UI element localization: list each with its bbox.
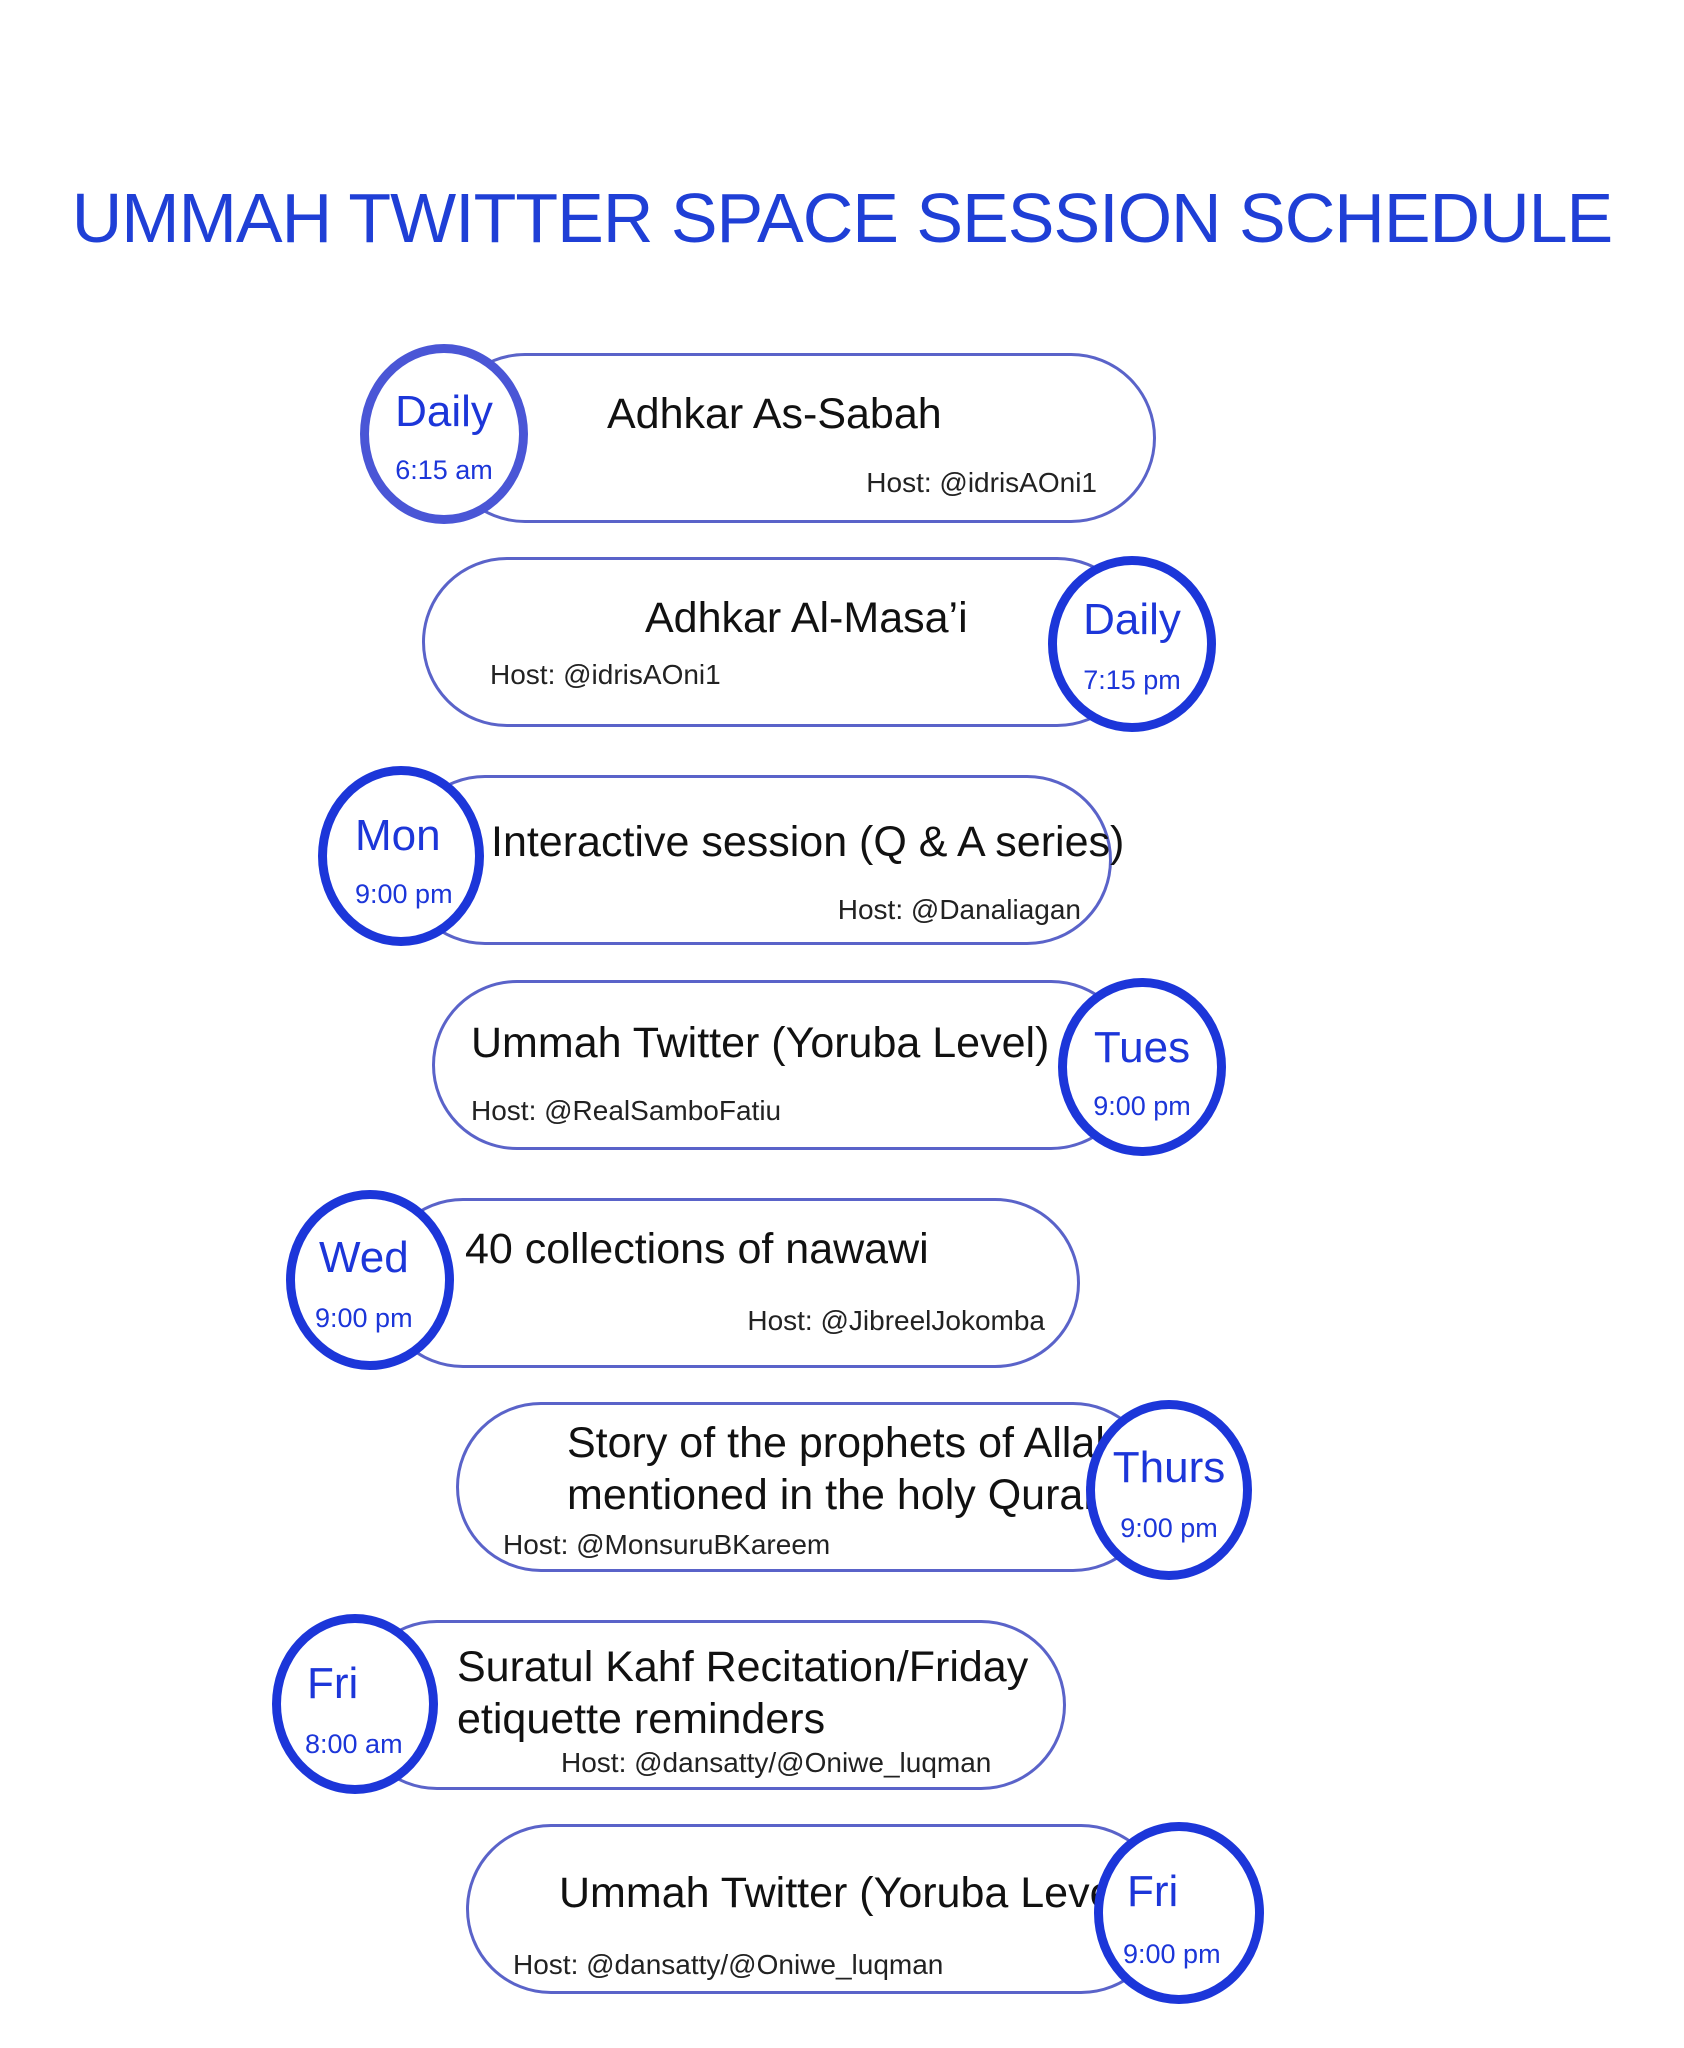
session-host: Host: @JibreelJokomba [747, 1305, 1045, 1336]
day-label: Mon [355, 811, 441, 860]
day-time-badge: Fri 9:00 pm [1094, 1822, 1264, 2004]
day-label: Daily [1083, 595, 1181, 644]
day-time-badge: Daily 7:15 pm [1048, 556, 1216, 732]
day-label: Tues [1093, 1023, 1191, 1072]
session-card-wed[interactable]: 40 collections of nawawi Host: @JibreelJ… [378, 1198, 1080, 1368]
session-card-daily-evening[interactable]: Adhkar Al-Masa’i Host: @idrisAOni1 [422, 557, 1142, 727]
day-label: Daily [395, 387, 493, 436]
session-card-fri-morning[interactable]: Suratul Kahf Recitation/Friday etiquette… [352, 1620, 1066, 1790]
day-time-badge: Daily 6:15 am [360, 344, 528, 524]
day-time-badge: Thurs 9:00 pm [1086, 1400, 1252, 1580]
session-name: 40 collections of nawawi [465, 1225, 929, 1273]
page-title: UMMAH TWITTER SPACE SESSION SCHEDULE [71, 179, 1614, 257]
session-host: Host: @Danaliagan [837, 894, 1081, 925]
day-time-badge: Tues 9:00 pm [1058, 978, 1226, 1156]
time-label: 8:00 am [305, 1729, 403, 1759]
day-time-badge: Wed 9:00 pm [286, 1190, 454, 1370]
session-name: Interactive session (Q & A series) [491, 818, 1125, 866]
day-time-badge: Fri 8:00 am [272, 1614, 438, 1794]
session-host: Host: @idrisAOni1 [866, 467, 1097, 498]
session-card-mon[interactable]: Interactive session (Q & A series) Host:… [400, 775, 1124, 945]
session-card-thurs[interactable]: Story of the prophets of Allah mentioned… [456, 1402, 1158, 1572]
time-label: 7:15 pm [1083, 665, 1181, 695]
day-label: Thurs [1112, 1443, 1226, 1492]
time-label: 9:00 pm [1120, 1513, 1218, 1543]
session-host: Host: @MonsuruBKareem [503, 1529, 831, 1560]
day-label: Fri [1127, 1867, 1179, 1916]
session-name: Ummah Twitter (Yoruba Level) [559, 1869, 1138, 1917]
session-host: Host: @dansatty/@Oniwe_luqman [513, 1949, 944, 1980]
session-card-daily-morning[interactable]: Adhkar As-Sabah Host: @idrisAOni1 [440, 353, 1156, 523]
time-label: 9:00 pm [315, 1303, 413, 1333]
session-name-line1: Suratul Kahf Recitation/Friday [457, 1643, 1029, 1691]
time-label: 9:00 pm [1123, 1939, 1221, 1969]
session-host: Host: @idrisAOni1 [490, 659, 721, 690]
time-label: 9:00 pm [355, 879, 453, 909]
session-name-line2: etiquette reminders [457, 1695, 826, 1743]
session-name: Adhkar Al-Masa’i [645, 594, 968, 642]
session-name-line1: Story of the prophets of Allah [567, 1419, 1120, 1467]
session-host: Host: @dansatty/@Oniwe_luqman [561, 1747, 992, 1778]
day-label: Fri [307, 1659, 359, 1708]
session-card-fri-evening[interactable]: Ummah Twitter (Yoruba Level) Host: @dans… [466, 1824, 1166, 1994]
time-label: 6:15 am [395, 455, 493, 485]
session-card-tues[interactable]: Ummah Twitter (Yoruba Level) Host: @Real… [432, 980, 1136, 1150]
day-label: Wed [319, 1233, 409, 1282]
time-label: 9:00 pm [1093, 1091, 1191, 1121]
session-host: Host: @RealSamboFatiu [471, 1095, 782, 1126]
session-name: Adhkar As-Sabah [607, 390, 942, 438]
day-time-badge: Mon 9:00 pm [318, 766, 484, 946]
session-name: Ummah Twitter (Yoruba Level) [471, 1019, 1050, 1067]
session-name-line2: mentioned in the holy Quran [567, 1471, 1108, 1519]
